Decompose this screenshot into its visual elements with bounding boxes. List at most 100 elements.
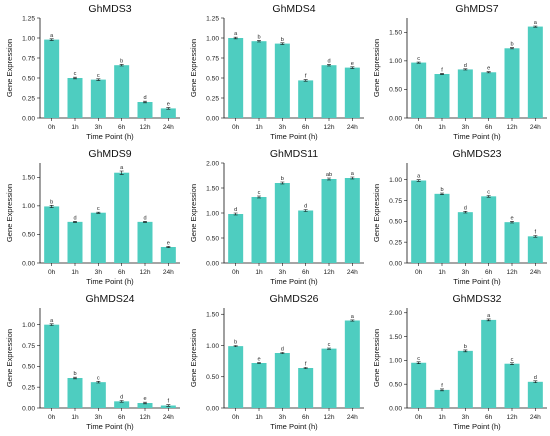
bar-12h xyxy=(137,221,153,263)
x-axis-label: Time Point (h) xyxy=(86,277,134,286)
significance-letter: d xyxy=(120,395,123,401)
significance-letter: f xyxy=(168,399,170,405)
y-tick-label: 0.00 xyxy=(389,115,402,122)
bar-6h xyxy=(114,65,130,118)
axis-lines xyxy=(406,18,547,119)
significance-letter: c xyxy=(258,190,261,196)
x-tick-label: 24h xyxy=(530,414,541,421)
panel-title: GhMDS3 xyxy=(88,3,131,15)
bar-6h xyxy=(481,72,497,118)
panel-title: GhMDS4 xyxy=(272,3,315,15)
y-tick-label: 1.50 xyxy=(389,30,402,37)
x-tick-label: 12h xyxy=(506,124,517,131)
x-tick-label: 3h xyxy=(279,269,287,276)
significance-letter: e xyxy=(510,215,513,221)
bar-12h xyxy=(321,65,337,118)
significance-letter: a xyxy=(351,314,355,320)
significance-letter: ab xyxy=(326,172,332,178)
bar-1h xyxy=(251,197,267,263)
axis-lines xyxy=(223,163,364,264)
significance-letter: c xyxy=(97,375,100,381)
x-tick-label: 1h xyxy=(71,124,79,131)
x-axis-label: Time Point (h) xyxy=(86,132,134,141)
x-tick-label: 1h xyxy=(438,269,446,276)
significance-letter: e xyxy=(167,102,170,108)
y-tick-label: 1.50 xyxy=(206,185,219,192)
error-bar xyxy=(119,64,124,67)
bar-3h xyxy=(457,350,473,408)
significance-letter: f xyxy=(535,230,537,236)
error-bar xyxy=(416,361,421,365)
panel-title: GhMDS23 xyxy=(452,148,501,160)
y-tick-label: 0.00 xyxy=(389,260,402,267)
significance-letter: b xyxy=(510,42,513,48)
y-tick-label: 1.50 xyxy=(22,175,35,182)
bar-6h xyxy=(481,319,497,408)
y-axis-label: Gene Expression xyxy=(372,39,381,97)
significance-letter: e xyxy=(487,66,490,72)
bar-12h xyxy=(137,102,153,118)
error-bar xyxy=(96,78,101,81)
error-bar xyxy=(233,36,238,40)
error-bar xyxy=(143,100,147,104)
significance-letter: e xyxy=(351,61,354,67)
error-bar xyxy=(280,181,285,185)
x-tick-label: 3h xyxy=(95,269,103,276)
panel-title: GhMDS7 xyxy=(455,3,498,15)
x-tick-label: 12h xyxy=(506,414,517,421)
panel-title: GhMDS32 xyxy=(452,293,501,305)
bar-0h xyxy=(44,324,60,408)
bar-6h xyxy=(298,80,314,118)
bar-1h xyxy=(434,193,450,263)
bar-6h xyxy=(298,368,314,408)
error-bar xyxy=(463,349,468,353)
error-bar xyxy=(96,381,101,384)
significance-letter: b xyxy=(281,37,284,43)
error-bar xyxy=(303,79,308,82)
bar-0h xyxy=(228,214,244,263)
panel-title: GhMDS11 xyxy=(270,148,318,160)
error-bar xyxy=(257,362,261,364)
x-tick-label: 24h xyxy=(530,124,541,131)
x-tick-label: 1h xyxy=(71,414,79,421)
significance-letter: e xyxy=(143,396,146,402)
x-tick-label: 24h xyxy=(163,269,174,276)
error-bar xyxy=(119,400,124,403)
panel-title: GhMDS26 xyxy=(269,293,318,305)
error-bar xyxy=(233,345,238,348)
panel-ghmds23: GhMDS23 0.00 0.25 0.50 0.75 1.00 a 0h b 1h d 3h c 6h e… xyxy=(372,148,547,286)
y-tick-label: 0.50 xyxy=(389,381,402,388)
y-tick-label: 0.00 xyxy=(22,260,35,267)
significance-letter: c xyxy=(328,342,331,348)
y-tick-label: 0.75 xyxy=(22,55,35,62)
error-bar xyxy=(350,319,355,322)
x-tick-label: 24h xyxy=(163,414,174,421)
y-tick-label: 1.00 xyxy=(389,58,402,65)
bar-3h xyxy=(274,183,290,263)
y-axis-label: Gene Expression xyxy=(189,329,198,387)
bar-3h xyxy=(90,382,106,408)
error-bar xyxy=(327,347,331,350)
x-tick-label: 1h xyxy=(255,269,263,276)
y-tick-label: 0.75 xyxy=(206,55,219,62)
y-tick-label: 0.50 xyxy=(22,75,35,82)
bar-24h xyxy=(527,381,543,408)
significance-letter: d xyxy=(304,204,307,210)
bar-24h xyxy=(527,236,543,263)
panel-ghmds9: GhMDS9 0.00 0.50 1.00 1.50 b 0h d 1h c 3h a 6h d 12h e 2… xyxy=(5,148,180,286)
significance-letter: b xyxy=(464,344,467,350)
significance-letter: f xyxy=(441,383,443,389)
significance-letter: d xyxy=(73,215,76,221)
significance-letter: f xyxy=(305,361,307,367)
error-bar xyxy=(350,176,355,180)
y-tick-label: 1.50 xyxy=(389,334,402,341)
x-tick-label: 0h xyxy=(415,414,423,421)
y-tick-label: 0.00 xyxy=(206,405,219,412)
y-tick-label: 0.00 xyxy=(22,405,35,412)
x-tick-label: 3h xyxy=(462,414,470,421)
y-tick-label: 1.00 xyxy=(206,343,219,350)
bar-24h xyxy=(344,320,360,408)
panel-title: GhMDS9 xyxy=(88,148,131,160)
x-tick-label: 3h xyxy=(462,124,470,131)
bar-12h xyxy=(504,48,520,118)
